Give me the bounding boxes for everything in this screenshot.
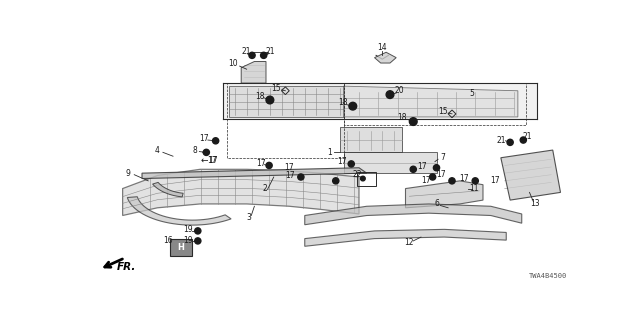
- Text: 15: 15: [271, 84, 281, 93]
- Text: 17: 17: [207, 156, 216, 164]
- Text: 18: 18: [338, 98, 348, 107]
- Circle shape: [507, 139, 513, 145]
- Polygon shape: [241, 61, 266, 83]
- Circle shape: [520, 137, 527, 143]
- Text: H: H: [177, 243, 184, 252]
- Text: 10: 10: [228, 59, 238, 68]
- Text: FR.: FR.: [116, 262, 136, 272]
- Text: 19: 19: [184, 225, 193, 234]
- Bar: [170, 239, 191, 256]
- Circle shape: [266, 96, 274, 104]
- Circle shape: [195, 238, 201, 244]
- Polygon shape: [123, 169, 359, 215]
- Text: 6: 6: [434, 199, 439, 208]
- Text: 9: 9: [125, 169, 131, 178]
- Text: 5: 5: [469, 89, 474, 98]
- Circle shape: [360, 176, 365, 181]
- Circle shape: [410, 118, 417, 125]
- Text: TWA4B4500: TWA4B4500: [529, 273, 566, 279]
- Text: 17: 17: [417, 162, 427, 171]
- Text: ←: ←: [202, 148, 209, 157]
- Polygon shape: [127, 197, 231, 225]
- Bar: [358, 172, 376, 186]
- Text: 21: 21: [497, 136, 506, 145]
- Text: 17: 17: [490, 176, 499, 185]
- Text: 15: 15: [438, 107, 447, 116]
- Polygon shape: [340, 127, 402, 152]
- Polygon shape: [305, 229, 506, 246]
- Text: 17: 17: [337, 157, 347, 166]
- Text: 17: 17: [284, 163, 294, 172]
- Text: 17: 17: [209, 156, 218, 164]
- Text: 17: 17: [285, 171, 295, 180]
- Circle shape: [204, 149, 209, 156]
- Text: 18: 18: [255, 92, 264, 101]
- Text: 12: 12: [404, 238, 414, 247]
- Polygon shape: [406, 181, 483, 208]
- Text: 17: 17: [199, 134, 209, 143]
- Polygon shape: [344, 86, 518, 117]
- Text: 8: 8: [193, 146, 197, 155]
- Circle shape: [298, 174, 304, 180]
- Text: 4: 4: [155, 146, 160, 155]
- Circle shape: [212, 138, 219, 144]
- Text: 17: 17: [421, 176, 431, 185]
- Circle shape: [348, 161, 355, 167]
- Circle shape: [260, 52, 267, 59]
- Text: 7: 7: [440, 153, 445, 162]
- Polygon shape: [501, 150, 561, 200]
- Circle shape: [349, 102, 356, 110]
- Circle shape: [449, 178, 455, 184]
- Polygon shape: [223, 83, 537, 119]
- Polygon shape: [305, 204, 522, 225]
- Text: 22: 22: [353, 170, 362, 179]
- Text: 17: 17: [256, 159, 266, 168]
- Polygon shape: [374, 52, 396, 63]
- Text: ←: ←: [200, 156, 208, 164]
- Text: 17: 17: [459, 174, 468, 183]
- Circle shape: [195, 228, 201, 234]
- Text: 11: 11: [469, 184, 479, 193]
- Circle shape: [472, 178, 478, 184]
- Text: 20: 20: [394, 86, 404, 95]
- Circle shape: [433, 165, 440, 171]
- Text: 16: 16: [163, 236, 172, 245]
- Circle shape: [386, 91, 394, 99]
- Polygon shape: [344, 152, 436, 173]
- Polygon shape: [142, 168, 367, 179]
- Text: 17: 17: [436, 170, 446, 179]
- Polygon shape: [152, 182, 183, 197]
- Polygon shape: [229, 86, 344, 117]
- Circle shape: [410, 166, 417, 172]
- Text: 13: 13: [530, 199, 540, 208]
- Text: 21: 21: [522, 132, 532, 141]
- Text: 1: 1: [327, 148, 332, 157]
- Circle shape: [266, 162, 272, 169]
- Text: 21: 21: [265, 47, 275, 56]
- Text: 19: 19: [184, 236, 193, 244]
- Circle shape: [249, 52, 255, 59]
- Text: 18: 18: [397, 113, 407, 122]
- Text: 21: 21: [241, 47, 251, 56]
- Text: 2: 2: [262, 184, 267, 193]
- Circle shape: [429, 174, 436, 180]
- Circle shape: [333, 178, 339, 184]
- Text: 14: 14: [378, 43, 387, 52]
- Text: 3: 3: [246, 212, 252, 221]
